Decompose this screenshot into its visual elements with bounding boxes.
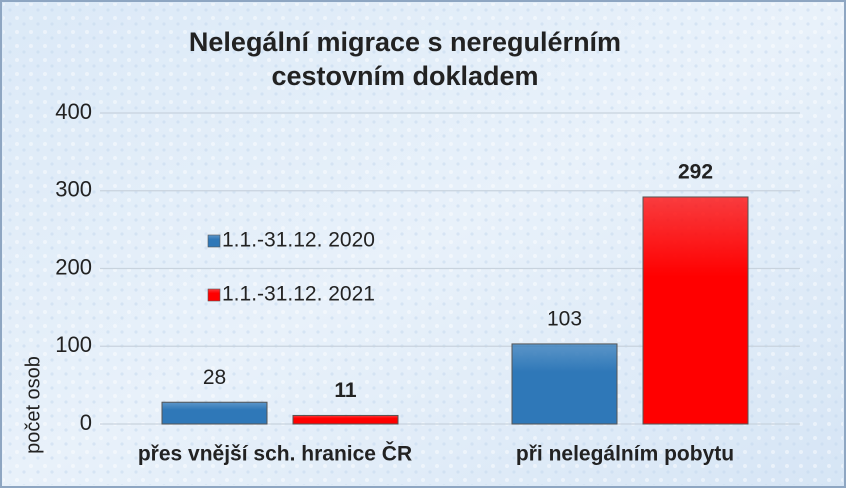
data-label: 292 — [678, 161, 713, 184]
x-tick-label: přes vnější sch. hranice ČR — [138, 442, 412, 466]
bar — [292, 414, 399, 425]
x-tick-label: při nelegálním pobytu — [516, 443, 734, 466]
y-tick-label: 400 — [55, 99, 92, 124]
bar — [642, 196, 749, 425]
legend-label: 1.1.-31.12. 2021 — [222, 283, 375, 306]
data-label: 11 — [334, 379, 357, 402]
legend-label: 1.1.-31.12. 2020 — [222, 229, 375, 252]
y-tick-label: 300 — [55, 177, 92, 202]
chart-title: cestovním dokladem — [271, 61, 538, 91]
y-tick-label: 200 — [55, 254, 92, 279]
y-axis-label: počet osob — [22, 356, 44, 454]
legend-swatch — [207, 234, 221, 248]
bar — [511, 343, 618, 425]
bar — [161, 401, 268, 425]
legend-swatch — [207, 288, 221, 302]
y-tick-label: 100 — [55, 332, 92, 357]
data-label: 28 — [203, 366, 226, 389]
chart-title: Nelegální migrace s neregulérním — [189, 27, 621, 57]
y-tick-label: 0 — [80, 410, 92, 435]
data-label: 103 — [547, 307, 582, 330]
